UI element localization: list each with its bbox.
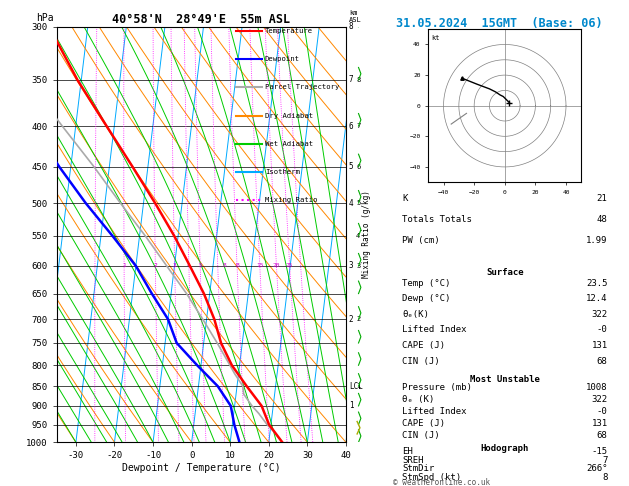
Text: 2: 2 [356,316,360,322]
Text: StmSpd (kt): StmSpd (kt) [402,473,461,482]
Text: 25: 25 [286,263,294,268]
Text: 21: 21 [597,194,608,203]
Text: θₑ(K): θₑ(K) [402,310,429,319]
Text: LCL: LCL [349,382,363,391]
Text: Isotherm: Isotherm [265,169,300,175]
Text: EH: EH [402,447,413,456]
Text: Mixing Ratio: Mixing Ratio [265,197,318,204]
Title: 40°58'N  28°49'E  55m ASL: 40°58'N 28°49'E 55m ASL [112,13,291,26]
Text: Totals Totals: Totals Totals [402,215,472,224]
Text: θₑ (K): θₑ (K) [402,395,434,404]
Text: 6: 6 [349,122,353,131]
Text: 1: 1 [349,401,353,410]
Text: Temperature: Temperature [265,28,313,34]
Text: -0: -0 [597,326,608,334]
Text: 4: 4 [349,199,353,208]
Text: 2: 2 [349,314,353,324]
Text: 68: 68 [597,431,608,440]
Text: 7: 7 [356,123,360,129]
Text: 5: 5 [198,263,202,268]
Text: PW (cm): PW (cm) [402,236,440,245]
Text: 6: 6 [356,164,360,170]
Text: 3: 3 [349,261,353,270]
Text: Dry Adiabat: Dry Adiabat [265,113,313,119]
Text: 322: 322 [591,310,608,319]
Text: 15: 15 [256,263,264,268]
Text: Surface: Surface [486,268,523,277]
Text: CIN (J): CIN (J) [402,431,440,440]
Text: 7: 7 [349,75,353,85]
Text: 12.4: 12.4 [586,294,608,303]
Text: Dewpoint: Dewpoint [265,56,300,62]
Text: 68: 68 [597,357,608,366]
Text: 2: 2 [153,263,157,268]
Text: 23.5: 23.5 [586,278,608,288]
Text: 4: 4 [356,233,360,239]
Text: -15: -15 [591,447,608,456]
Text: 322: 322 [591,395,608,404]
Text: Mixing Ratio (g/kg): Mixing Ratio (g/kg) [362,191,371,278]
Text: Dewp (°C): Dewp (°C) [402,294,450,303]
Text: 131: 131 [591,341,608,350]
Text: B: B [235,263,239,268]
Text: 1008: 1008 [586,383,608,392]
Text: StmDir: StmDir [402,464,434,473]
Text: kt: kt [431,35,440,41]
Text: 8: 8 [349,22,353,31]
Text: 8: 8 [602,473,608,482]
Text: 1.99: 1.99 [586,236,608,245]
Text: Pressure (mb): Pressure (mb) [402,383,472,392]
Text: Wet Adiabat: Wet Adiabat [265,141,313,147]
Text: 8: 8 [356,77,360,83]
Text: 3: 3 [173,263,177,268]
Text: 266°: 266° [586,464,608,473]
Text: 1: 1 [356,383,360,389]
Text: Lifted Index: Lifted Index [402,326,467,334]
Text: 8: 8 [223,263,227,268]
Text: CAPE (J): CAPE (J) [402,419,445,428]
Text: 31.05.2024  15GMT  (Base: 06): 31.05.2024 15GMT (Base: 06) [396,17,603,30]
Text: 7: 7 [602,456,608,465]
Text: Lifted Index: Lifted Index [402,407,467,416]
Text: -0: -0 [597,407,608,416]
Text: hPa: hPa [36,13,54,22]
X-axis label: Dewpoint / Temperature (°C): Dewpoint / Temperature (°C) [122,463,281,473]
Text: 3: 3 [356,263,360,269]
Text: 4: 4 [187,263,191,268]
Text: 48: 48 [597,215,608,224]
Text: K: K [402,194,408,203]
Text: © weatheronline.co.uk: © weatheronline.co.uk [393,478,490,486]
Text: 20: 20 [273,263,281,268]
Text: Most Unstable: Most Unstable [470,375,540,384]
Text: Temp (°C): Temp (°C) [402,278,450,288]
Text: 5: 5 [349,162,353,171]
Text: 1: 1 [122,263,126,268]
Text: Parcel Trajectory: Parcel Trajectory [265,85,339,90]
Text: Hodograph: Hodograph [481,444,529,452]
Text: CAPE (J): CAPE (J) [402,341,445,350]
Text: 5: 5 [356,200,360,206]
Text: SREH: SREH [402,456,423,465]
Text: km
ASL: km ASL [349,10,362,22]
Text: CIN (J): CIN (J) [402,357,440,366]
Text: 131: 131 [591,419,608,428]
